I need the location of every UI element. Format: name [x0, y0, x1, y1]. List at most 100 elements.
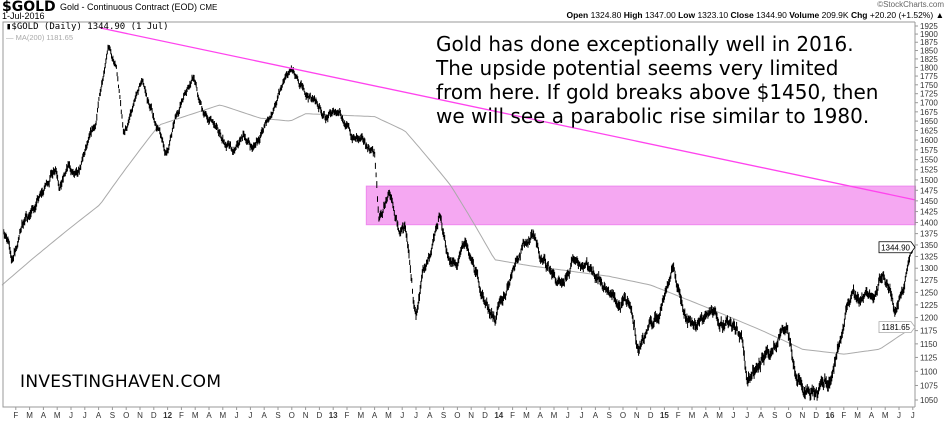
chart-date: 1-Jul-2016 — [2, 11, 45, 21]
x-month-label: O — [289, 411, 295, 420]
annotation-line: we will see a parabolic rise similar to … — [436, 104, 870, 128]
y-tick-label: 1775 — [920, 72, 938, 81]
brand-watermark: INVESTINGHAVEN.COM — [20, 372, 222, 392]
x-month-label: O — [454, 411, 460, 420]
x-month-label: M — [385, 411, 392, 420]
y-tick-label: 1300 — [920, 264, 938, 273]
annotation-line: from here. If gold breaks above $1450, t… — [436, 80, 879, 104]
price-tag-box — [878, 321, 916, 334]
legend-ma: — MA(200) 1181.65 — [6, 33, 73, 42]
x-month-label: M — [882, 411, 889, 420]
x-month-label: M — [689, 411, 696, 420]
y-tick-label: 1150 — [920, 340, 938, 349]
symbol: $GOLD — [2, 0, 56, 15]
y-tick-label: 1925 — [920, 22, 938, 31]
x-month-label: S — [441, 411, 446, 420]
y-tick-label: 1575 — [920, 146, 938, 155]
legend-ma-text: MA(200) 1181.65 — [15, 33, 73, 42]
y-tick-label: 1100 — [920, 367, 938, 376]
y-tick-label: 1525 — [920, 166, 938, 175]
x-month-label: N — [303, 411, 309, 420]
y-tick-label: 1075 — [920, 381, 938, 390]
x-month-label: O — [620, 411, 626, 420]
price-tag-box — [878, 241, 916, 254]
x-month-label: S — [275, 411, 280, 420]
low-label: Low — [678, 10, 696, 20]
y-tick-label: 1875 — [920, 38, 938, 47]
x-year-label: 12 — [163, 411, 172, 420]
y-tick-label: 1175 — [920, 327, 938, 336]
y-tick-label: 1750 — [920, 81, 938, 90]
x-month-label: N — [634, 411, 640, 420]
x-month-label: M — [716, 411, 723, 420]
x-month-label: J — [897, 411, 901, 420]
annotation-text: Gold has done exceptionally well in 2016… — [436, 32, 878, 128]
low-value: 1323.10 — [697, 10, 729, 20]
x-month-label: N — [137, 411, 143, 420]
x-month-label: O — [123, 411, 129, 420]
y-tick-label: 1375 — [920, 230, 938, 239]
volume-label: Volume — [789, 10, 820, 20]
x-month-label: N — [468, 411, 474, 420]
x-month-label: A — [206, 411, 212, 420]
x-month-label: M — [551, 411, 558, 420]
x-month-label: J — [400, 411, 404, 420]
x-month-label: A — [538, 411, 544, 420]
x-year-label: 16 — [826, 411, 835, 420]
change-label: Chg — [850, 10, 868, 20]
annotation-line: Gold has done exceptionally well in 2016… — [436, 32, 854, 56]
y-tick-label: 1900 — [920, 30, 938, 39]
x-month-label: D — [648, 411, 654, 420]
ma200-line — [1, 104, 914, 355]
x-month-label: M — [854, 411, 861, 420]
y-tick-label: 1550 — [920, 156, 938, 165]
x-year-label: 13 — [329, 411, 338, 420]
y-tick-label: 1250 — [920, 288, 938, 297]
trendline — [99, 27, 916, 201]
close-value: 1344.90 — [756, 10, 787, 20]
y-tick-label: 1050 — [920, 396, 938, 405]
x-month-label: A — [703, 411, 709, 420]
x-month-label: S — [607, 411, 612, 420]
x-month-label: N — [800, 411, 806, 420]
x-month-label: A — [869, 411, 875, 420]
x-month-label: J — [731, 411, 735, 420]
x-month-label: A — [758, 411, 764, 420]
high-label: High — [623, 10, 643, 20]
y-tick-label: 1650 — [920, 117, 938, 126]
y-tick-label: 1475 — [920, 186, 938, 195]
y-tick-label: 1275 — [920, 276, 938, 285]
x-year-label: 15 — [660, 411, 669, 420]
y-tick-label: 1725 — [920, 90, 938, 99]
y-tick-label: 1825 — [920, 55, 938, 64]
legend-price: ▮$GOLD (Daily) 1344.90 (1 Jul) — [6, 22, 169, 32]
y-tick-label: 1125 — [920, 353, 938, 362]
x-month-label: J — [235, 411, 239, 420]
x-month-label: D — [813, 411, 819, 420]
y-tick-label: 1675 — [920, 108, 938, 117]
x-month-label: A — [262, 411, 268, 420]
legend-price-text: $GOLD (Daily) 1344.90 (1 Jul) — [11, 22, 169, 32]
y-tick-label: 1700 — [920, 99, 938, 108]
annotation-line: The upside potential seems very limited — [436, 56, 839, 80]
y-tick-label: 1350 — [920, 241, 938, 250]
y-tick-label: 1800 — [920, 63, 938, 72]
x-month-label: J — [911, 411, 915, 420]
x-month-label: M — [219, 411, 226, 420]
last-price-tag: 1344.90 — [878, 241, 916, 254]
open-label: Open — [566, 10, 589, 20]
y-tick-label: 1425 — [920, 208, 938, 217]
description-text: Gold - Continuous Contract (EOD) — [60, 2, 198, 12]
x-month-label: A — [593, 411, 599, 420]
x-month-label: A — [427, 411, 433, 420]
x-month-label: F — [179, 411, 184, 420]
x-year-label: 14 — [494, 411, 503, 420]
x-month-label: F — [510, 411, 515, 420]
ma-value-tag: 1181.65 — [878, 321, 916, 334]
x-month-label: A — [96, 411, 102, 420]
quote-bar: Open 1324.80 High 1347.00 Low 1323.10 Cl… — [566, 10, 944, 20]
y-tick-label: 1225 — [920, 301, 938, 310]
close-label: Close — [730, 10, 754, 20]
y-tick-label: 1200 — [920, 314, 938, 323]
